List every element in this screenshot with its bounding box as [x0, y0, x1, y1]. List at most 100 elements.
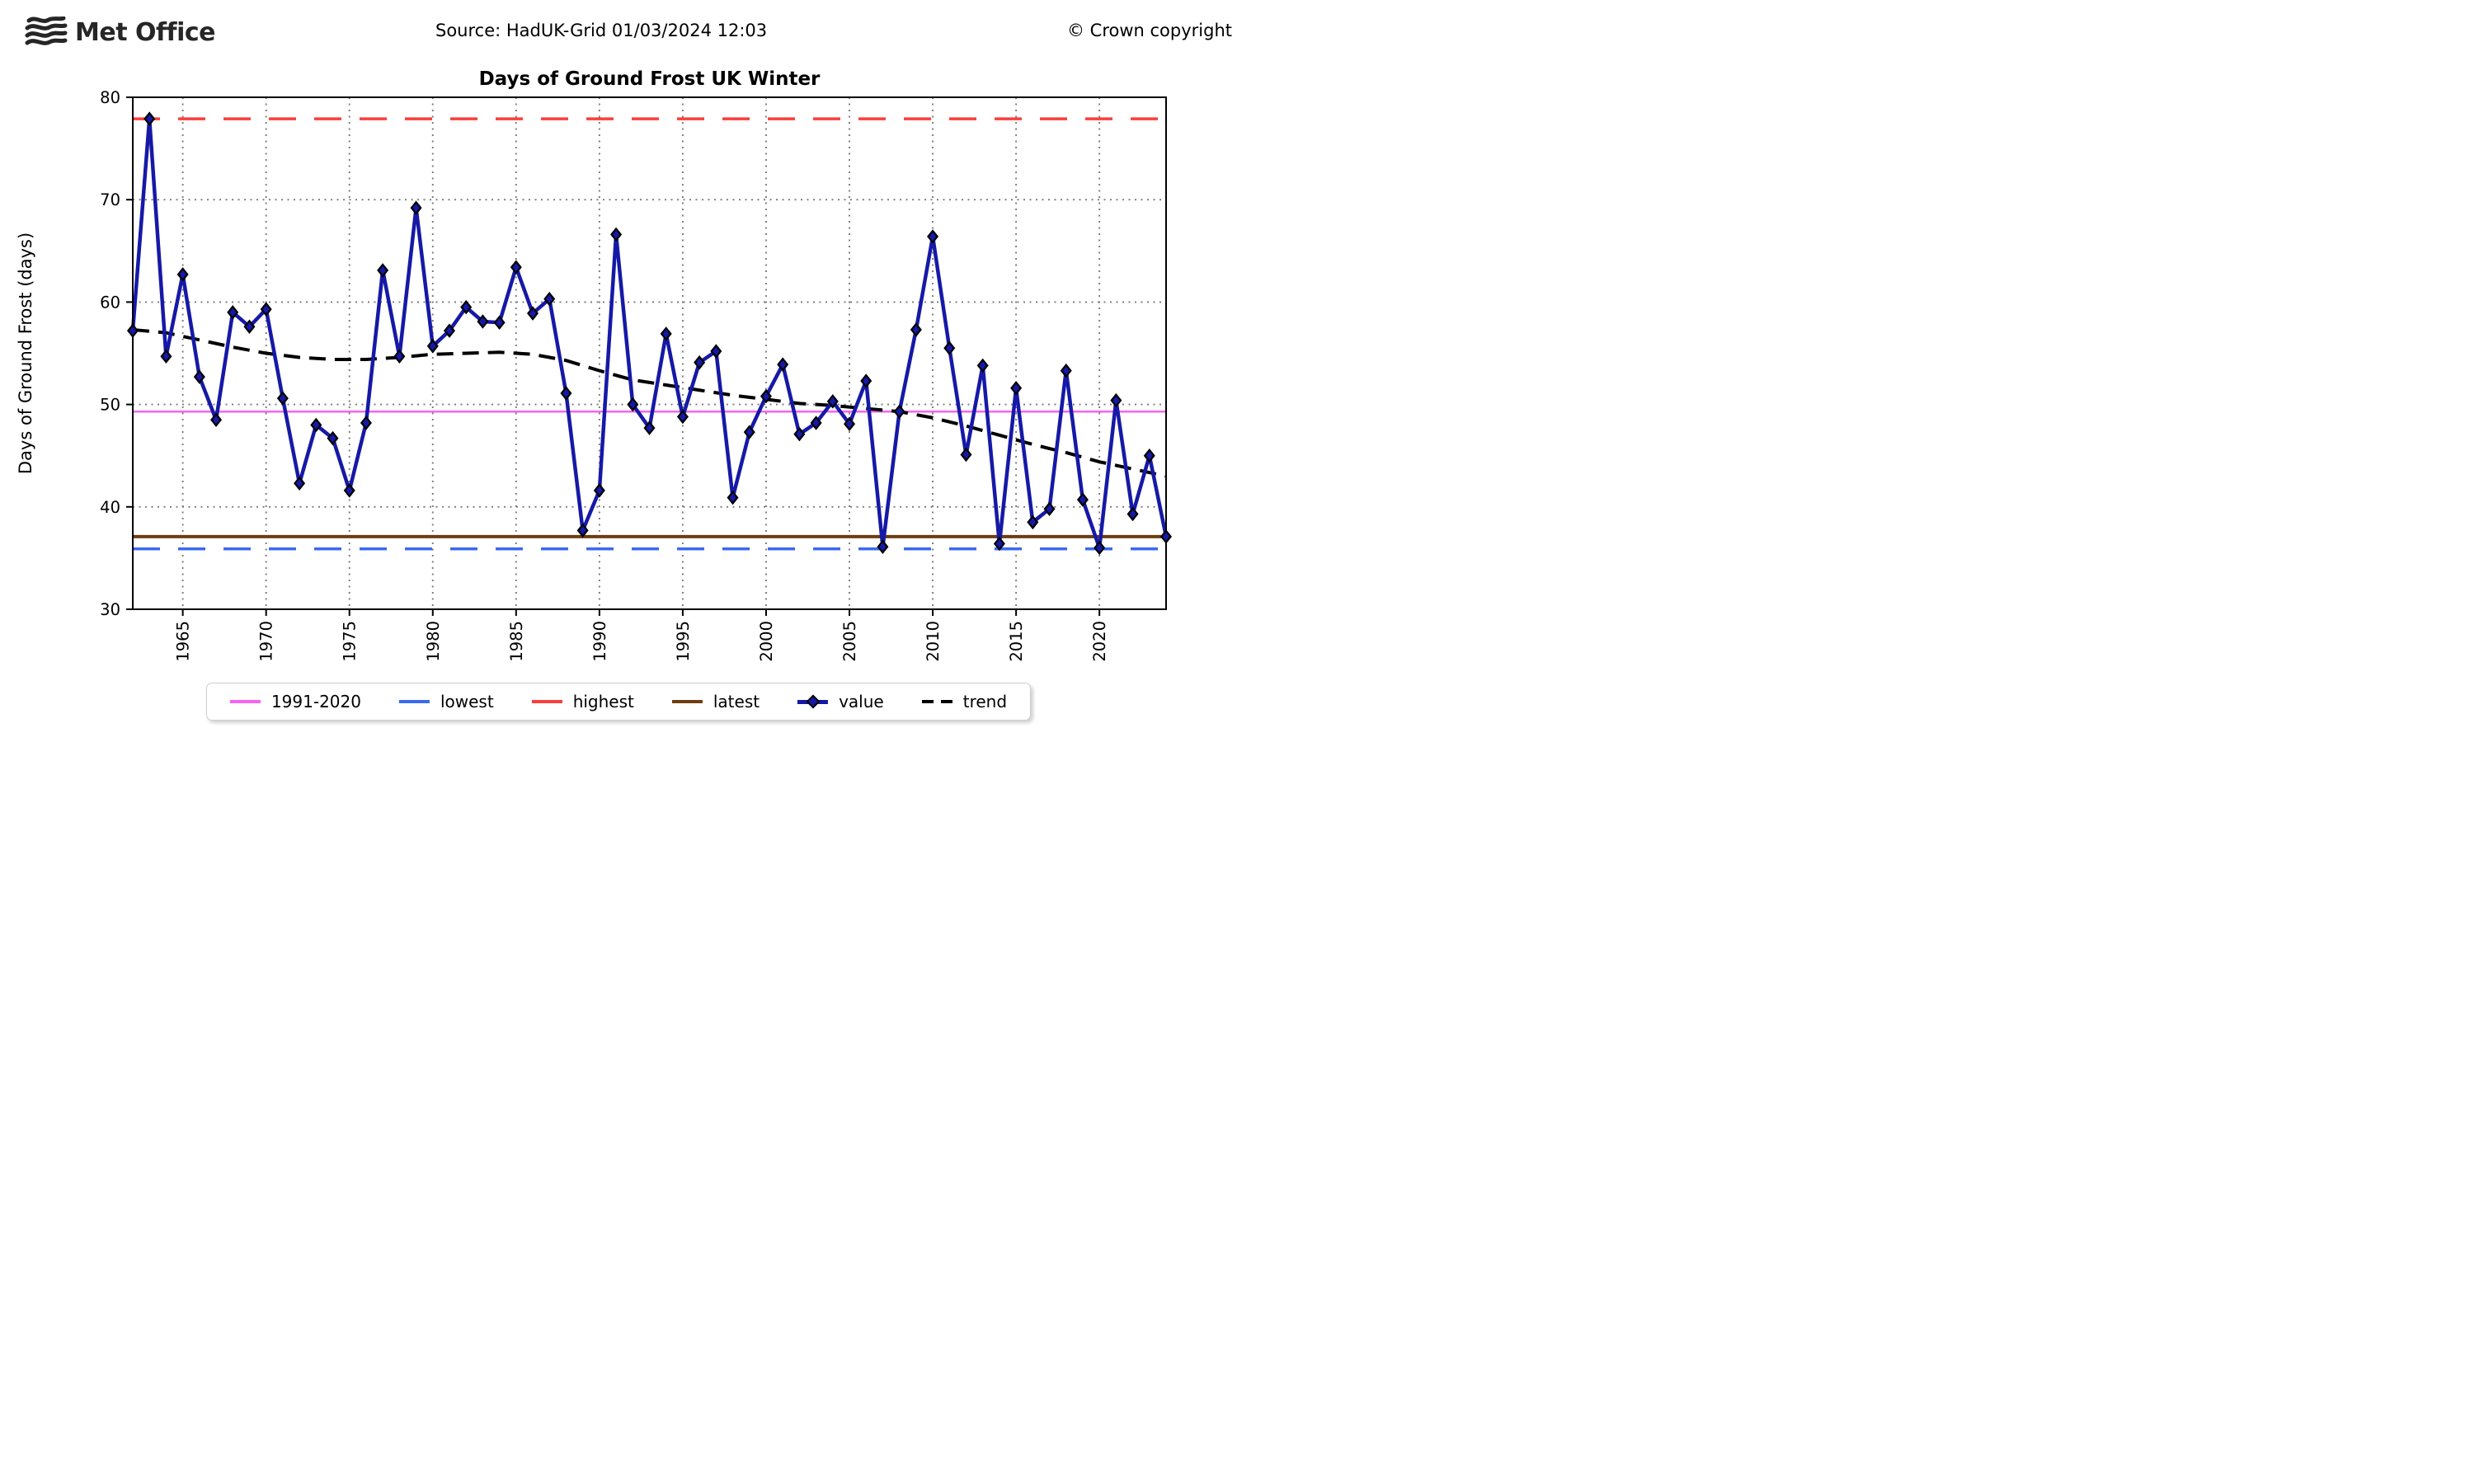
value-marker	[793, 426, 806, 442]
value-marker	[227, 305, 239, 320]
met-office-logo: Met Office	[25, 16, 216, 48]
legend-label: lowest	[440, 692, 494, 711]
value-marker	[860, 373, 872, 388]
value-marker	[710, 344, 722, 359]
value-marker	[960, 447, 972, 463]
legend-swatch-dashed	[921, 700, 952, 703]
trend-line	[132, 327, 1167, 478]
value-marker	[627, 397, 639, 412]
value-marker	[927, 229, 939, 244]
value-marker	[893, 404, 905, 420]
y-tick-label: 70	[100, 190, 120, 209]
value-marker	[160, 349, 172, 364]
value-marker	[477, 314, 489, 329]
value-marker	[1060, 363, 1072, 378]
value-marker	[426, 339, 439, 354]
value-marker	[410, 200, 422, 215]
value-marker	[1143, 448, 1155, 463]
met-office-waves-icon	[25, 16, 68, 45]
value-marker	[260, 302, 272, 317]
value-marker	[176, 267, 189, 282]
value-marker	[527, 306, 539, 321]
plot-frame	[132, 96, 1167, 610]
legend-item-highest: highest	[531, 692, 634, 711]
value-marker	[310, 417, 322, 433]
value-marker	[243, 319, 256, 334]
value-marker	[327, 430, 339, 446]
value-marker	[193, 369, 205, 384]
value-marker	[510, 260, 522, 275]
x-tick-label: 2005	[840, 621, 859, 662]
legend-item-lowest: lowest	[398, 692, 494, 711]
value-marker	[210, 412, 223, 427]
x-tick-label: 2010	[924, 621, 943, 662]
x-tick-label: 2015	[1007, 621, 1026, 662]
value-marker	[276, 391, 289, 406]
value-marker	[743, 425, 755, 439]
x-tick-label: 1975	[341, 621, 360, 662]
legend-item-1991-2020: 1991-2020	[229, 692, 361, 711]
figure: Met Office Source: HadUK-Grid 01/03/2024…	[0, 0, 1237, 742]
value-marker	[1043, 501, 1056, 517]
copyright-text: © Crown copyright	[1066, 21, 1232, 40]
value-marker	[343, 483, 355, 498]
value-marker	[1126, 506, 1139, 522]
value-marker	[360, 416, 372, 430]
value-marker	[593, 483, 605, 498]
value-marker	[493, 315, 506, 331]
value-marker	[1027, 514, 1039, 530]
chart-canvas: 30 40 50 60 70 80 1965 1970 1975 1980 1985 1990 1995…	[16, 88, 1173, 662]
value-marker	[460, 299, 473, 315]
value-marker	[443, 323, 455, 338]
legend-swatch-solid	[398, 700, 430, 703]
y-tick-label: 30	[100, 600, 120, 619]
value-marker	[727, 490, 739, 505]
value-marker	[943, 340, 956, 356]
value-marker	[993, 536, 1005, 552]
value-marker	[294, 476, 306, 491]
source-text: Source: HadUK-Grid 01/03/2024 12:03	[435, 21, 768, 40]
legend-label: highest	[572, 692, 634, 711]
legend-swatch-solid	[531, 700, 562, 703]
x-tick-label: 2000	[757, 621, 776, 662]
legend-label: trend	[962, 692, 1008, 711]
y-tick-label: 50	[100, 396, 120, 415]
value-marker	[126, 323, 139, 338]
legend-item-trend: trend	[921, 692, 1008, 711]
x-tick-label: 1965	[174, 621, 193, 662]
y-tick-label: 40	[100, 498, 120, 517]
x-tick-label: 1980	[424, 621, 443, 662]
legend-swatch-solid	[229, 700, 261, 703]
y-tick-label: 60	[100, 293, 120, 312]
value-marker	[377, 263, 389, 278]
legend-item-value: value	[797, 692, 884, 711]
legend: 1991-2020 lowest highest latest value trend	[205, 683, 1032, 721]
diamond-marker-icon	[806, 694, 821, 709]
y-tick-label: 80	[100, 88, 120, 107]
logo-text: Met Office	[75, 17, 216, 47]
value-marker	[660, 326, 672, 341]
value-marker	[560, 386, 572, 401]
value-marker	[1110, 392, 1122, 408]
value-marker	[910, 322, 922, 337]
x-tick-label: 1995	[674, 621, 693, 662]
chart-title: Days of Ground Frost UK Winter	[478, 68, 821, 90]
value-marker	[676, 409, 689, 425]
value-marker	[1159, 529, 1173, 544]
value-marker	[143, 111, 156, 126]
value-marker	[877, 539, 889, 554]
value-marker	[810, 416, 822, 430]
legend-item-latest: latest	[671, 692, 760, 711]
value-marker	[760, 388, 772, 404]
y-axis-label: Days of Ground Frost (days)	[16, 232, 35, 474]
value-marker	[777, 357, 789, 372]
legend-label: value	[839, 692, 884, 711]
legend-swatch-solid	[671, 700, 703, 703]
value-marker	[610, 227, 623, 242]
value-marker	[643, 420, 656, 435]
value-marker	[826, 394, 839, 409]
value-line	[130, 116, 1169, 550]
x-tick-label: 1970	[257, 621, 276, 662]
value-marker	[576, 523, 589, 538]
value-marker	[543, 291, 556, 307]
